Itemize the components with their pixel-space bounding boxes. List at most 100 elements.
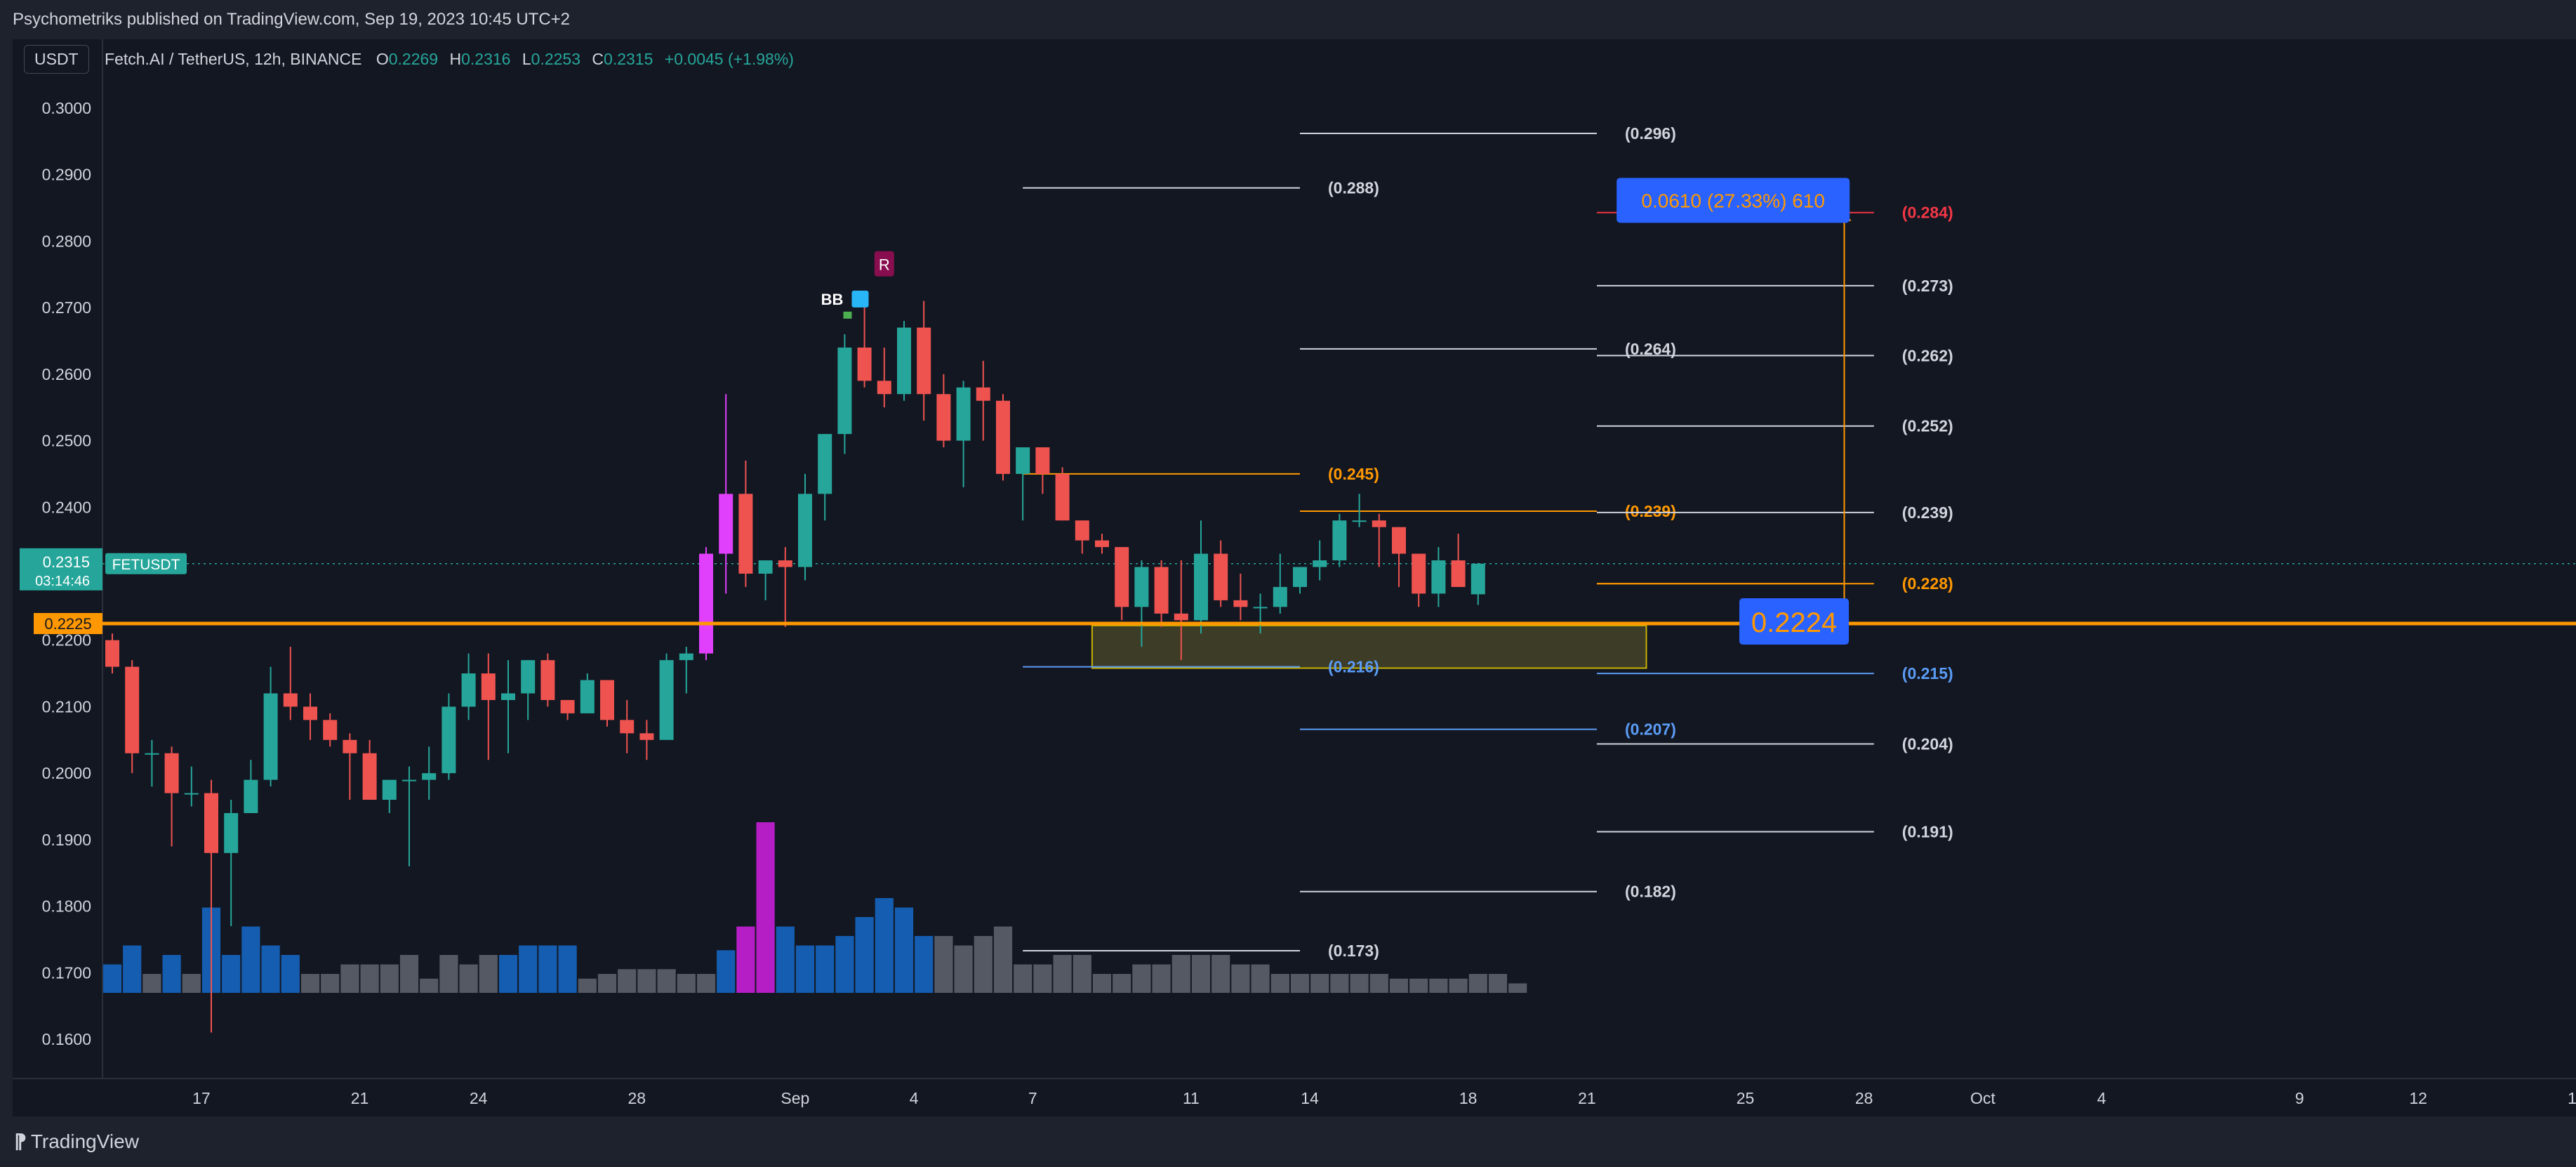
x-tick-label: 7: [1028, 1089, 1037, 1107]
x-tick-label: 11: [1183, 1089, 1200, 1107]
price-chart[interactable]: 0.3000 0.2900 0.2800 0.2700 0.2600 0.2500 0.24…: [13, 39, 2576, 1116]
volume-bar: [578, 978, 597, 993]
current-price-label: 0.2315: [43, 553, 90, 571]
candle-body: [699, 553, 713, 654]
low-label: L: [522, 50, 531, 68]
fib-level-label: (0.228): [1902, 574, 1953, 593]
fib-level-label: (0.288): [1328, 179, 1379, 197]
volume-bar: [360, 964, 379, 993]
candle-body: [244, 779, 258, 813]
candle-body: [1293, 567, 1307, 587]
y-tick-label: 0.1800: [42, 897, 91, 916]
candle-body: [184, 793, 199, 795]
fib-level-label: (0.204): [1902, 734, 1953, 753]
x-tick-label: 21: [351, 1089, 369, 1107]
close-label: C: [592, 50, 604, 68]
volume-bar: [558, 945, 577, 993]
y-tick-label: 0.1600: [42, 1030, 91, 1048]
y-tick-label: 0.2500: [42, 432, 91, 450]
fib-level-label: (0.273): [1902, 277, 1953, 295]
symbol-tag-label: FETUSDT: [112, 557, 180, 573]
candle-body: [560, 699, 575, 713]
volume-bar: [1014, 964, 1033, 993]
volume-bar: [618, 969, 637, 993]
footer: ⁋ TradingView: [0, 1116, 2576, 1167]
volume-bar: [597, 974, 617, 993]
x-tick-label: 28: [628, 1089, 646, 1107]
bb-marker-label: BB: [821, 291, 844, 308]
x-tick-label: 25: [1737, 1089, 1755, 1107]
x-tick-label: 4: [2097, 1089, 2106, 1107]
candle-body: [164, 753, 179, 793]
candle-body: [1352, 520, 1367, 522]
candle-body: [917, 327, 931, 395]
x-tick-label: 14: [1301, 1089, 1319, 1107]
candle-body: [679, 653, 693, 661]
fib-level-label: (0.262): [1902, 346, 1953, 364]
volume-bar: [420, 978, 439, 993]
fib-level-label: (0.239): [1902, 503, 1953, 522]
volume-bar: [1488, 974, 1508, 993]
current-price-tag: [20, 548, 102, 591]
candle-body: [1134, 567, 1149, 607]
volume-bar: [1409, 978, 1428, 993]
candle-body: [481, 673, 496, 700]
bb-flag-icon: [843, 311, 852, 319]
candle-body: [461, 673, 476, 707]
volume-bar: [1350, 974, 1369, 993]
volume-bar: [162, 955, 181, 993]
fib-level-label: (0.173): [1328, 942, 1379, 960]
candle-body: [1392, 527, 1406, 554]
candle-body: [125, 666, 140, 753]
candle-body: [1055, 473, 1070, 521]
close-value: 0.2315: [604, 50, 653, 68]
volume-bar: [736, 926, 755, 993]
volume-bar: [875, 898, 894, 993]
volume-bar: [855, 917, 874, 993]
tradingview-logo[interactable]: ⁋ TradingView: [14, 1130, 139, 1153]
volume-bar: [954, 945, 973, 993]
volume-bar: [915, 936, 934, 993]
fib-level-label: (0.207): [1625, 720, 1676, 739]
candle-body: [1075, 520, 1089, 541]
volume-bar: [142, 974, 161, 993]
candle-body: [719, 494, 733, 554]
high-value: 0.2316: [461, 50, 511, 68]
volume-bar: [1468, 974, 1487, 993]
volume-bar: [637, 969, 656, 993]
currency-button[interactable]: USDT: [24, 45, 89, 74]
chart-area[interactable]: 0.3000 0.2900 0.2800 0.2700 0.2600 0.2500 0.24…: [13, 39, 2576, 1116]
volume-bar: [479, 955, 498, 993]
candle-body: [382, 779, 397, 800]
candle-body: [1412, 553, 1426, 594]
bb-marker-icon: [851, 290, 869, 308]
candle-body: [620, 720, 635, 734]
fib-level-label: (0.252): [1902, 417, 1953, 435]
candle-body: [1154, 567, 1169, 614]
volume-bar: [498, 955, 518, 993]
volume-bar: [1290, 974, 1310, 993]
publish-info: Psychometriks published on TradingView.c…: [13, 10, 571, 29]
y-tick-label: 0.2100: [42, 697, 91, 716]
fib-level-label: (0.182): [1625, 883, 1676, 901]
candle-body: [1016, 447, 1030, 474]
volume-bar: [321, 974, 340, 993]
candle-body: [1174, 613, 1188, 621]
symbol-description[interactable]: Fetch.AI / TetherUS, 12h, BINANCE: [105, 50, 362, 68]
volume-bar: [1191, 955, 1211, 993]
volume-bar: [776, 926, 795, 993]
volume-bar: [696, 974, 716, 993]
tv-logo-icon: ⁋: [14, 1130, 27, 1152]
candle-body: [778, 560, 792, 567]
candle-body: [540, 660, 555, 700]
candle-body: [818, 434, 832, 494]
x-tick-label: 16: [2568, 1089, 2576, 1107]
volume-bar: [102, 964, 122, 993]
volume-bar: [519, 945, 538, 993]
volume-bar: [300, 974, 320, 993]
candle-body: [303, 706, 317, 720]
candle-body: [956, 387, 971, 441]
y-tick-label: 0.2700: [42, 298, 91, 317]
volume-bar: [340, 964, 359, 993]
volume-bar: [241, 926, 260, 993]
